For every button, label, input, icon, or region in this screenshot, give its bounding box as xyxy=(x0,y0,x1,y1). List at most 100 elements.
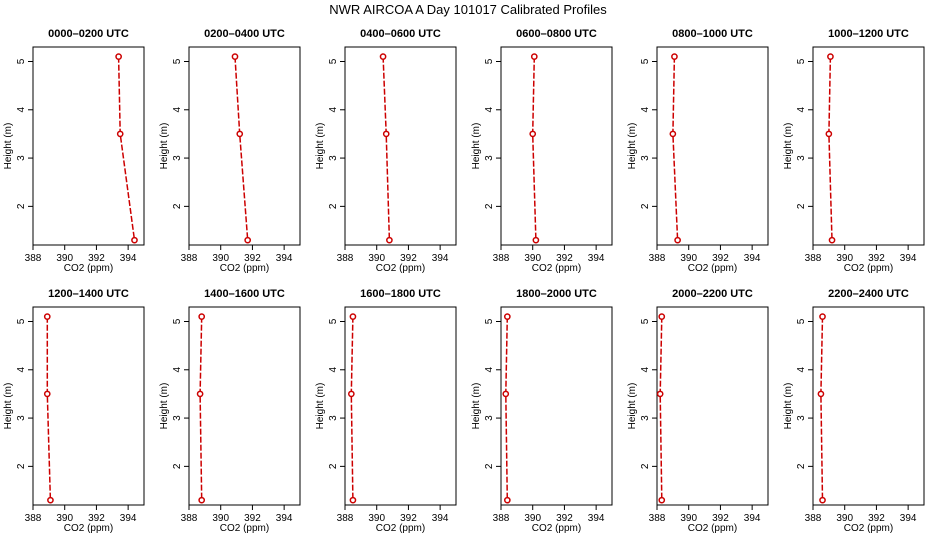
x-tick-label: 388 xyxy=(25,253,42,264)
y-tick-label: 4 xyxy=(328,107,339,113)
y-tick-label: 5 xyxy=(16,318,27,324)
profile-point xyxy=(529,130,537,138)
y-tick-label: 5 xyxy=(328,318,339,324)
panels-grid: 0000–0200 UTC 388 390 392 394 2 3 4 5 CO2 (ppm) He… xyxy=(3,28,925,534)
plot-frame xyxy=(812,46,925,246)
profile-panel: 0600–0800 UTC 388 390 392 394 2 3 4 5 CO2 (ppm) He… xyxy=(471,28,613,274)
y-tick-label: 5 xyxy=(484,318,495,324)
y-tick-label: 3 xyxy=(484,415,495,421)
x-tick-label: 388 xyxy=(805,513,822,524)
profile-line xyxy=(505,316,509,501)
y-tick-label: 3 xyxy=(640,415,651,421)
x-axis-label: CO2 (ppm) xyxy=(532,263,581,274)
profile-panel: 0800–1000 UTC 388 390 392 394 2 3 4 5 CO2 (ppm) He… xyxy=(627,28,769,274)
plot-frame xyxy=(188,306,301,506)
y-tick-label: 2 xyxy=(484,203,495,209)
profile-point xyxy=(658,496,666,504)
y-tick-label: 3 xyxy=(640,155,651,161)
x-tick-label: 390 xyxy=(56,513,73,524)
profile-point xyxy=(825,130,833,138)
profile-point xyxy=(386,236,393,244)
y-axis-label: Height (m) xyxy=(627,383,638,430)
y-tick-label: 5 xyxy=(640,58,651,64)
y-tick-label: 3 xyxy=(172,415,183,421)
x-tick-label: 390 xyxy=(524,253,541,264)
y-tick-label: 4 xyxy=(16,107,27,113)
x-tick-label: 390 xyxy=(212,253,229,264)
profile-panel: 0000–0200 UTC 388 390 392 394 2 3 4 5 CO2 (ppm) He… xyxy=(3,28,145,274)
y-axis-label: Height (m) xyxy=(471,123,482,170)
x-tick-label: 394 xyxy=(120,253,137,264)
x-tick-label: 388 xyxy=(649,513,666,524)
y-tick-label: 2 xyxy=(484,463,495,469)
x-axis-label: CO2 (ppm) xyxy=(64,263,113,274)
x-tick-label: 390 xyxy=(680,253,697,264)
x-tick-label: 392 xyxy=(244,513,261,524)
profile-point xyxy=(131,236,138,244)
x-axis-label: CO2 (ppm) xyxy=(64,523,113,534)
y-tick-label: 2 xyxy=(172,203,183,209)
y-tick-label: 2 xyxy=(328,463,339,469)
profile-point xyxy=(236,130,244,138)
y-tick-label: 4 xyxy=(172,107,183,113)
y-axis-label: Height (m) xyxy=(159,123,170,170)
y-tick-label: 5 xyxy=(172,58,183,64)
y-axis-label: Height (m) xyxy=(159,383,170,430)
y-tick-label: 5 xyxy=(640,318,651,324)
profile-point xyxy=(656,390,664,398)
x-tick-label: 392 xyxy=(712,513,729,524)
profile-point xyxy=(196,390,204,398)
y-tick-label: 5 xyxy=(328,58,339,64)
x-tick-label: 392 xyxy=(868,513,885,524)
x-tick-label: 394 xyxy=(900,513,917,524)
x-tick-label: 394 xyxy=(432,513,449,524)
x-tick-label: 388 xyxy=(493,513,510,524)
y-tick-label: 4 xyxy=(796,107,807,113)
x-tick-label: 388 xyxy=(805,253,822,264)
x-tick-label: 390 xyxy=(368,253,385,264)
profile-line xyxy=(531,56,537,241)
y-tick-label: 5 xyxy=(16,58,27,64)
x-tick-label: 388 xyxy=(649,253,666,264)
profile-point xyxy=(502,390,510,398)
y-tick-label: 3 xyxy=(328,155,339,161)
plot-frame xyxy=(500,306,613,506)
y-tick-label: 5 xyxy=(484,58,495,64)
panel-title: 0800–1000 UTC xyxy=(672,28,753,40)
profile-line xyxy=(117,56,136,241)
panel-title: 0600–0800 UTC xyxy=(516,28,597,40)
profile-panel: 1400–1600 UTC 388 390 392 394 2 3 4 5 CO2 (ppm) He… xyxy=(159,288,301,534)
profile-line xyxy=(672,56,679,241)
plot-frame xyxy=(344,306,457,506)
panel-title: 0000–0200 UTC xyxy=(48,28,129,40)
x-tick-label: 394 xyxy=(744,253,761,264)
y-axis-label: Height (m) xyxy=(627,123,638,170)
y-axis-label: Height (m) xyxy=(471,383,482,430)
y-tick-label: 3 xyxy=(16,415,27,421)
y-tick-label: 4 xyxy=(640,367,651,373)
profile-point xyxy=(379,53,387,61)
y-tick-label: 2 xyxy=(16,463,27,469)
x-tick-label: 392 xyxy=(88,253,105,264)
y-tick-label: 2 xyxy=(640,203,651,209)
panel-title: 0400–0600 UTC xyxy=(360,28,441,40)
profile-point xyxy=(828,236,836,244)
x-tick-label: 392 xyxy=(244,253,261,264)
profile-point xyxy=(116,130,124,138)
panel-title: 2200–2400 UTC xyxy=(828,288,909,300)
y-tick-label: 3 xyxy=(484,155,495,161)
panel-title: 1000–1200 UTC xyxy=(828,28,909,40)
profile-point xyxy=(674,236,681,244)
x-tick-label: 392 xyxy=(868,253,885,264)
profile-line xyxy=(820,316,824,501)
profile-point xyxy=(671,53,678,61)
profile-point xyxy=(658,313,666,321)
x-tick-label: 392 xyxy=(400,513,417,524)
y-tick-label: 3 xyxy=(796,415,807,421)
x-tick-label: 388 xyxy=(25,513,42,524)
y-tick-label: 5 xyxy=(172,318,183,324)
y-tick-label: 2 xyxy=(796,203,807,209)
profile-point xyxy=(347,390,355,398)
y-axis-label: Height (m) xyxy=(315,123,326,170)
plot-frame xyxy=(32,306,145,506)
